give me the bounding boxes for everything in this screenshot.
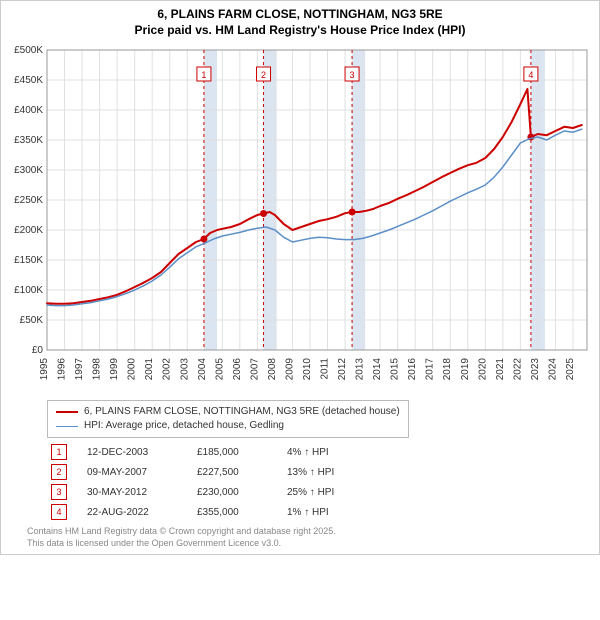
sale-price: £355,000 xyxy=(197,507,267,518)
x-tick-label: 2017 xyxy=(425,358,436,381)
legend-swatch xyxy=(56,426,78,427)
legend-label: 6, PLAINS FARM CLOSE, NOTTINGHAM, NG3 5R… xyxy=(84,405,400,419)
sale-date: 09-MAY-2007 xyxy=(87,467,177,478)
sale-dot xyxy=(349,209,356,216)
sale-date: 12-DEC-2003 xyxy=(87,447,177,458)
arrow-up-icon: ↑ xyxy=(304,507,309,518)
marker-number: 4 xyxy=(528,70,533,80)
x-tick-label: 2024 xyxy=(547,358,558,381)
sales-row: 4 22-AUG-2022 £355,000 1% ↑ HPI xyxy=(51,504,593,520)
chart-svg: £0 £50K £100K £150K £200K £250K £300K £350K £400… xyxy=(7,44,593,394)
sale-price: £185,000 xyxy=(197,447,267,458)
x-tick-label: 2009 xyxy=(284,358,295,381)
marker-number: 3 xyxy=(350,70,355,80)
y-tick-label: £250K xyxy=(14,195,43,206)
x-tick-label: 2010 xyxy=(302,358,313,381)
y-tick-label: £150K xyxy=(14,255,43,266)
sales-row: 1 12-DEC-2003 £185,000 4% ↑ HPI xyxy=(51,444,593,460)
x-tick-label: 2014 xyxy=(372,358,383,381)
legend-label: HPI: Average price, detached house, Gedl… xyxy=(84,419,284,433)
sale-date: 22-AUG-2022 xyxy=(87,507,177,518)
x-tick-label: 2012 xyxy=(337,358,348,381)
legend: 6, PLAINS FARM CLOSE, NOTTINGHAM, NG3 5R… xyxy=(47,400,409,438)
legend-row: HPI: Average price, detached house, Gedl… xyxy=(56,419,400,433)
x-tick-label: 1998 xyxy=(92,358,103,381)
x-tick-label: 2018 xyxy=(442,358,453,381)
x-tick-label: 2023 xyxy=(530,358,541,381)
y-tick-label: £400K xyxy=(14,105,43,116)
x-tick-label: 2020 xyxy=(477,358,488,381)
arrow-up-icon: ↑ xyxy=(310,467,315,478)
sale-price: £227,500 xyxy=(197,467,267,478)
sale-dot xyxy=(260,210,267,217)
x-tick-label: 2004 xyxy=(197,358,208,381)
arrow-up-icon: ↑ xyxy=(304,447,309,458)
legend-row: 6, PLAINS FARM CLOSE, NOTTINGHAM, NG3 5R… xyxy=(56,405,400,419)
y-tick-label: £100K xyxy=(14,285,43,296)
sale-dot xyxy=(200,236,207,243)
sale-marker: 1 xyxy=(51,444,67,460)
y-tick-label: £0 xyxy=(32,345,44,356)
y-tick-label: £50K xyxy=(20,315,44,326)
y-tick-label: £300K xyxy=(14,165,43,176)
footnote-line2: This data is licensed under the Open Gov… xyxy=(27,538,593,550)
x-tick-label: 1995 xyxy=(39,358,50,381)
footnote-line1: Contains HM Land Registry data © Crown c… xyxy=(27,526,593,538)
sale-pct: 1% ↑ HPI xyxy=(287,507,367,518)
sales-row: 3 30-MAY-2012 £230,000 25% ↑ HPI xyxy=(51,484,593,500)
chart-area: £0 £50K £100K £150K £200K £250K £300K £350K £400… xyxy=(7,44,593,394)
title-line1: 6, PLAINS FARM CLOSE, NOTTINGHAM, NG3 5R… xyxy=(7,7,593,23)
title-line2: Price paid vs. HM Land Registry's House … xyxy=(7,23,593,39)
x-tick-label: 2007 xyxy=(249,358,260,381)
y-tick-label: £350K xyxy=(14,135,43,146)
chart-container: 6, PLAINS FARM CLOSE, NOTTINGHAM, NG3 5R… xyxy=(0,0,600,555)
sale-pct: 25% ↑ HPI xyxy=(287,487,367,498)
x-tick-label: 2022 xyxy=(512,358,523,381)
x-tick-label: 2002 xyxy=(162,358,173,381)
x-tick-label: 2000 xyxy=(127,358,138,381)
marker-number: 1 xyxy=(201,70,206,80)
sales-table: 1 12-DEC-2003 £185,000 4% ↑ HPI 2 09-MAY-2007… xyxy=(51,444,593,520)
y-tick-label: £450K xyxy=(14,75,43,86)
x-tick-label: 1996 xyxy=(57,358,68,381)
x-tick-label: 2013 xyxy=(355,358,366,381)
sale-marker: 4 xyxy=(51,504,67,520)
marker-number: 2 xyxy=(261,70,266,80)
x-tick-label: 2016 xyxy=(407,358,418,381)
x-tick-label: 2019 xyxy=(460,358,471,381)
x-tick-label: 2001 xyxy=(144,358,155,381)
y-tick-label: £500K xyxy=(14,45,43,56)
chart-title: 6, PLAINS FARM CLOSE, NOTTINGHAM, NG3 5R… xyxy=(7,7,593,38)
x-tick-label: 2015 xyxy=(390,358,401,381)
x-tick-label: 2025 xyxy=(565,358,576,381)
footnote: Contains HM Land Registry data © Crown c… xyxy=(27,526,593,549)
arrow-up-icon: ↑ xyxy=(310,487,315,498)
x-tick-label: 2003 xyxy=(179,358,190,381)
x-tick-label: 1997 xyxy=(74,358,85,381)
x-tick-label: 2011 xyxy=(320,358,331,380)
sales-row: 2 09-MAY-2007 £227,500 13% ↑ HPI xyxy=(51,464,593,480)
legend-swatch xyxy=(56,411,78,413)
sale-pct: 13% ↑ HPI xyxy=(287,467,367,478)
y-tick-label: £200K xyxy=(14,225,43,236)
sale-marker: 2 xyxy=(51,464,67,480)
x-tick-label: 2008 xyxy=(267,358,278,381)
x-tick-label: 2005 xyxy=(214,358,225,381)
sale-pct: 4% ↑ HPI xyxy=(287,447,367,458)
sale-date: 30-MAY-2012 xyxy=(87,487,177,498)
x-tick-label: 1999 xyxy=(109,358,120,381)
sale-price: £230,000 xyxy=(197,487,267,498)
x-tick-label: 2021 xyxy=(495,358,506,381)
x-tick-label: 2006 xyxy=(232,358,243,381)
sale-marker: 3 xyxy=(51,484,67,500)
